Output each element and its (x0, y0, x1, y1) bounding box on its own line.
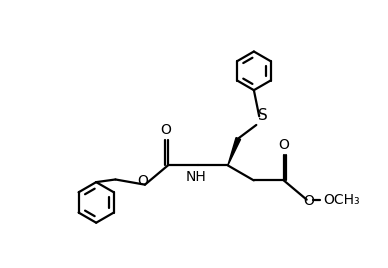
Text: O: O (304, 193, 315, 208)
Text: NH: NH (186, 170, 207, 184)
Text: S: S (258, 108, 268, 123)
Text: O: O (278, 137, 289, 151)
Text: OCH₃: OCH₃ (323, 193, 360, 207)
Text: O: O (138, 174, 149, 188)
Polygon shape (228, 137, 241, 165)
Text: O: O (160, 123, 171, 137)
